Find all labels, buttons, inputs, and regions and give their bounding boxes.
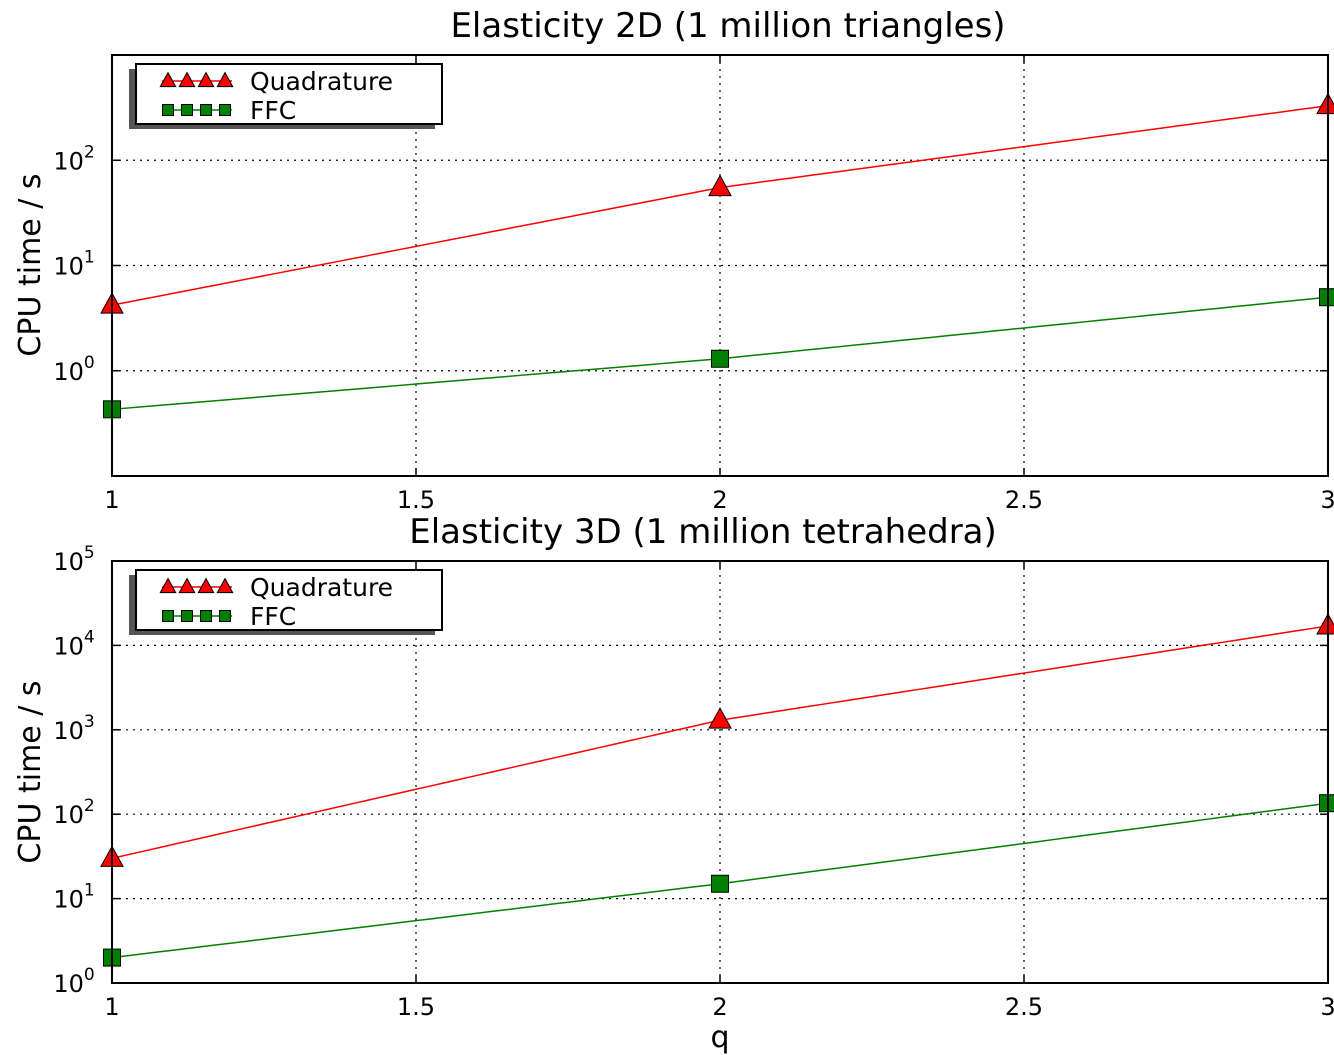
x-tick-label: 2 <box>712 993 727 1021</box>
legend-marker <box>159 577 177 594</box>
y-axis-label: CPU time / s <box>13 680 48 863</box>
y-tick-label: 101 <box>53 248 94 281</box>
series-layer <box>100 612 1334 967</box>
tick-labels: 1 1.5 2 2.5 3 100 101 102 <box>53 142 1334 514</box>
series-layer <box>100 92 1334 419</box>
chart-title: Elasticity 2D (1 million triangles) <box>450 6 1005 46</box>
series-line <box>111 104 1329 306</box>
x-tick-label: 3 <box>1320 486 1334 514</box>
x-tick-label: 2 <box>712 486 727 514</box>
x-axis-label: q <box>710 1020 729 1055</box>
chart-title: Elasticity 3D (1 million tetrahedra) <box>409 512 997 552</box>
y-tick-label: 102 <box>53 796 94 829</box>
data-point <box>708 707 732 729</box>
legend-marker <box>197 577 215 594</box>
legend-marker <box>216 71 234 88</box>
legend-item-quadrature: Quadrature <box>159 67 393 96</box>
x-tick-label: 1 <box>104 486 119 514</box>
series-ffc <box>103 794 1334 967</box>
x-tick-label: 1.5 <box>397 993 435 1021</box>
series-ffc <box>103 288 1334 419</box>
legend-marker <box>159 71 177 88</box>
y-tick-label: 101 <box>53 881 94 914</box>
y-tick-label: 100 <box>53 353 94 386</box>
legend-item-quadrature: Quadrature <box>159 573 393 602</box>
legend-marker <box>216 577 234 594</box>
legend-item-ffc: FFC <box>162 96 296 125</box>
data-point <box>708 174 732 197</box>
legend-marker <box>200 104 212 116</box>
legend-marker <box>219 104 231 116</box>
y-tick-label: 100 <box>53 965 94 998</box>
legend-marker <box>178 577 196 594</box>
data-point <box>711 874 729 893</box>
x-tick-label: 1 <box>104 993 119 1021</box>
legend-item-ffc: FFC <box>162 602 296 631</box>
y-tick-label: 105 <box>53 543 94 576</box>
chart-panel-3d: Elasticity 3D (1 million tetrahedra) CPU… <box>13 512 1334 1055</box>
legend-label: Quadrature <box>250 67 393 96</box>
plot-frame <box>111 560 1329 984</box>
data-point <box>1316 612 1334 635</box>
data-point <box>1316 92 1334 115</box>
legend-marker <box>181 104 193 116</box>
y-tick-label: 102 <box>53 142 94 175</box>
tick-labels: 1 1.5 2 2.5 3 100 101 102 103 104 105 <box>53 543 1334 1021</box>
legend-marker <box>181 610 193 622</box>
chart-panel-2d: Elasticity 2D (1 million triangles) CPU … <box>13 6 1334 514</box>
legend-marker <box>162 104 174 116</box>
legend-marker <box>162 610 174 622</box>
legend-marker <box>219 610 231 622</box>
series-quadrature <box>100 612 1334 867</box>
data-point <box>1319 288 1334 307</box>
legend-label: FFC <box>250 602 296 631</box>
plot-frame <box>111 54 1329 477</box>
x-tick-label: 2.5 <box>1005 993 1043 1021</box>
x-tick-label: 2.5 <box>1005 486 1043 514</box>
legend-marker <box>200 610 212 622</box>
legend-marker <box>178 71 196 88</box>
data-point <box>1319 794 1334 813</box>
data-point <box>711 349 729 368</box>
y-tick-label: 104 <box>53 627 94 660</box>
x-tick-label: 3 <box>1320 993 1334 1021</box>
y-tick-label: 103 <box>53 712 94 745</box>
y-axis-label: CPU time / s <box>13 173 48 356</box>
legend-label: FFC <box>250 96 296 125</box>
legend-label: Quadrature <box>250 573 393 602</box>
legend-marker <box>197 71 215 88</box>
x-tick-label: 1.5 <box>397 486 435 514</box>
